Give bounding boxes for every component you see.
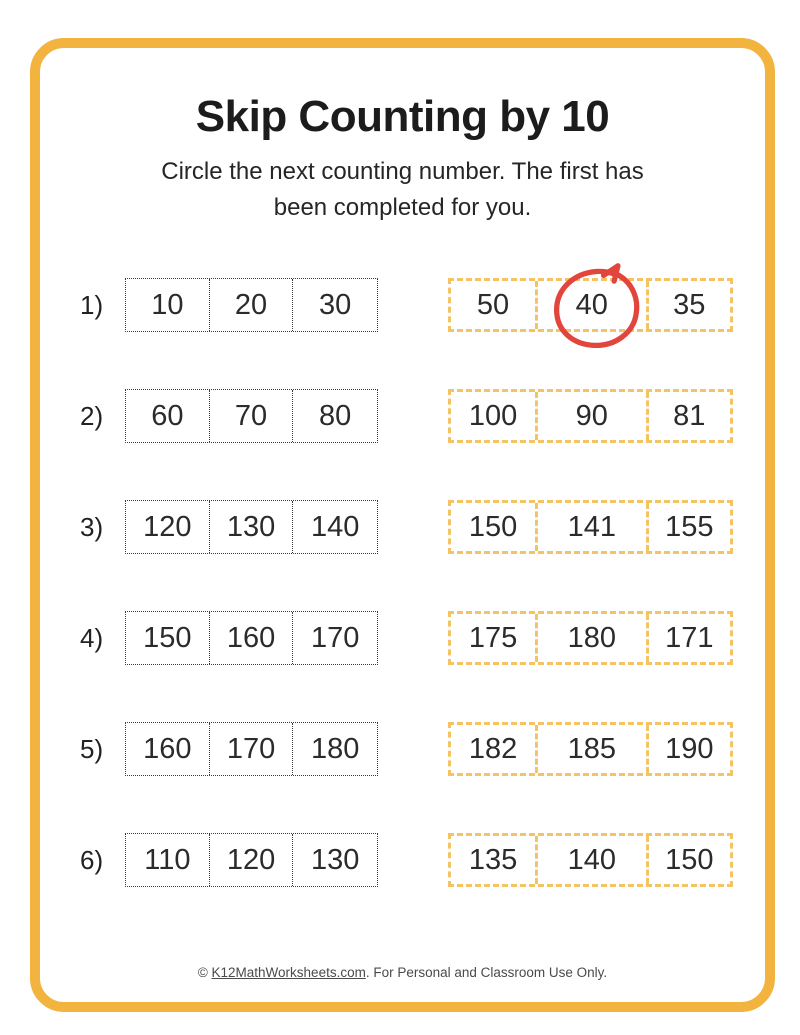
sequence-cell: 20: [210, 279, 294, 331]
choice-cell[interactable]: 171: [665, 621, 714, 654]
instructions-text: Circle the next counting number. The fir…: [40, 154, 765, 226]
sequence-table: 150 160 170: [125, 611, 378, 665]
problem-row-3: 3) 120 130 140 150 141 155: [58, 500, 765, 554]
copyright-footer: © K12MathWorksheets.com. For Personal an…: [40, 965, 765, 980]
problem-row-5: 5) 160 170 180 182 185 190: [58, 722, 765, 776]
choice-cell[interactable]: 35: [673, 288, 706, 321]
choice-cell[interactable]: 100: [451, 392, 539, 440]
sequence-cell: 60: [126, 390, 210, 442]
sequence-table: 160 170 180: [125, 722, 378, 776]
sequence-cell: 130: [210, 501, 294, 553]
problem-number: 5): [80, 733, 104, 764]
choices-table: 135 140 150: [448, 833, 733, 887]
choices-table: 182 185 190: [448, 722, 733, 776]
problem-number: 1): [80, 289, 104, 320]
problem-row-2: 2) 60 70 80 100 90 81: [58, 389, 765, 443]
sequence-cell: 180: [310, 732, 360, 765]
sequence-cell: 170: [310, 621, 360, 654]
choice-cell[interactable]: 155: [665, 510, 714, 543]
choice-cell[interactable]: 190: [665, 732, 714, 765]
problem-number: 4): [80, 622, 104, 653]
choice-cell[interactable]: 50: [451, 281, 539, 329]
sequence-cell: 110: [126, 834, 210, 886]
problem-number: 6): [80, 844, 104, 875]
problem-row-4: 4) 150 160 170 175 180 171: [58, 611, 765, 665]
sequence-cell: 170: [210, 723, 294, 775]
choice-cell[interactable]: 90: [538, 392, 649, 440]
sequence-cell: 80: [319, 399, 352, 432]
instructions-line-1: Circle the next counting number. The fir…: [161, 158, 644, 185]
problems-list: 1) 10 20 30 50 40 35 2): [40, 263, 765, 887]
copyright-symbol: ©: [197, 965, 212, 980]
sequence-table: 120 130 140: [125, 500, 378, 554]
choices-table: 175 180 171: [448, 611, 733, 665]
instructions-line-2: been completed for you.: [273, 194, 532, 221]
problem-row-6: 6) 110 120 130 135 140 150: [58, 833, 765, 887]
sequence-cell: 120: [210, 834, 294, 886]
choice-cell[interactable]: 135: [451, 836, 539, 884]
sequence-table: 60 70 80: [125, 389, 378, 443]
choice-cell[interactable]: 150: [451, 503, 539, 551]
choices-table: 50 40 35: [448, 263, 733, 348]
sequence-cell: 70: [210, 390, 294, 442]
choice-value: 40: [575, 288, 608, 321]
sequence-cell: 130: [310, 843, 360, 876]
choice-cell[interactable]: 81: [673, 399, 706, 432]
sequence-cell: 30: [319, 288, 352, 321]
k12mathworksheets-link[interactable]: K12MathWorksheets.com: [211, 965, 366, 980]
choice-cell[interactable]: 182: [451, 725, 539, 773]
choices-table: 150 141 155: [448, 500, 733, 554]
footer-usage-text: . For Personal and Classroom Use Only.: [365, 965, 608, 980]
choice-cell[interactable]: 141: [538, 503, 649, 551]
sequence-cell: 140: [310, 510, 360, 543]
choice-cell[interactable]: 180: [538, 614, 649, 662]
sequence-cell: 120: [126, 501, 210, 553]
problem-number: 3): [80, 511, 104, 542]
problem-number: 2): [80, 400, 104, 431]
worksheet-page-frame: Skip Counting by 10 Circle the next coun…: [30, 38, 775, 1012]
sequence-cell: 10: [126, 279, 210, 331]
choice-cell[interactable]: 175: [451, 614, 539, 662]
sequence-cell: 160: [210, 612, 294, 664]
choice-cell[interactable]: 185: [538, 725, 649, 773]
sequence-cell: 150: [126, 612, 210, 664]
choices-table: 100 90 81: [448, 389, 733, 443]
problem-row-1: 1) 10 20 30 50 40 35: [58, 263, 765, 348]
choice-cell[interactable]: 150: [665, 843, 714, 876]
sequence-cell: 160: [126, 723, 210, 775]
sequence-table: 110 120 130: [125, 833, 378, 887]
choice-cell[interactable]: 140: [538, 836, 649, 884]
choice-cell-circled[interactable]: 40: [538, 263, 649, 348]
sequence-table: 10 20 30: [125, 278, 378, 332]
page-title: Skip Counting by 10: [195, 92, 610, 141]
